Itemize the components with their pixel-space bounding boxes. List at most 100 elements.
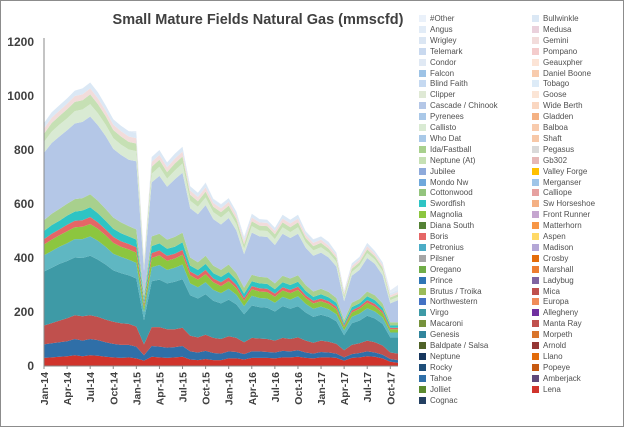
legend-label: Cognac [430, 395, 458, 405]
legend-label: Pilsner [430, 253, 455, 263]
legend-label: Marshall [543, 264, 574, 274]
legend-label: Neptune [430, 351, 461, 361]
legend-swatch [532, 167, 539, 175]
legend-swatch [419, 211, 426, 219]
y-tick-label: 600 [14, 197, 34, 211]
legend-label: Macaroni [430, 319, 463, 329]
legend-label: Brutus / Troika [430, 286, 482, 296]
plot-areas [44, 82, 398, 366]
legend-swatch [419, 374, 426, 382]
legend-swatch [419, 47, 426, 55]
x-tick-label: Jul-15 [178, 372, 190, 403]
legend-label: Genesis [430, 330, 460, 340]
legend-label: Falcon [430, 68, 455, 78]
legend-swatch [419, 363, 426, 371]
legend-label: Pegasus [543, 144, 575, 154]
legend-label: Bullwinkle [543, 14, 579, 23]
legend-label: Angus [430, 24, 453, 34]
legend-swatch [532, 363, 539, 371]
legend-label: Tahoe [430, 373, 452, 383]
legend-swatch [532, 58, 539, 66]
legend-swatch [532, 145, 539, 153]
legend-swatch [532, 178, 539, 186]
legend-swatch [419, 189, 426, 197]
legend-swatch [532, 124, 539, 131]
legend-label: Amberjack [543, 373, 581, 383]
legend-swatch [532, 211, 539, 219]
legend-label: Rocky [430, 362, 453, 372]
legend-label: Merganser [543, 177, 582, 187]
legend-label: Madison [543, 242, 574, 252]
x-tick-label: Apr-16 [247, 372, 259, 405]
legend-swatch [532, 243, 539, 251]
legend-label: Morpeth [543, 330, 573, 340]
legend-swatch [532, 342, 539, 349]
legend-swatch [532, 331, 539, 339]
legend-swatch [419, 58, 426, 66]
legend-label: Baldpate / Salsa [430, 341, 489, 350]
area-series-neptune-at- [44, 94, 398, 301]
legend-swatch [419, 385, 426, 393]
x-tick-label: Jan-15 [131, 372, 143, 405]
legend-swatch [419, 396, 426, 404]
legend-swatch [419, 156, 426, 164]
legend-swatch [532, 276, 539, 284]
area-series-gemini [44, 88, 398, 298]
legend-swatch [532, 298, 539, 306]
legend-swatch [532, 91, 539, 99]
legend-swatch [419, 113, 426, 121]
legend-label: Callisto [430, 123, 457, 132]
y-tick-label: 1200 [7, 35, 34, 49]
legend-label: Northwestern [430, 297, 478, 307]
legend-label: Front Runner [543, 210, 591, 220]
axes [43, 38, 398, 367]
legend-swatch [419, 287, 426, 295]
x-tick-label: Oct-16 [293, 372, 305, 405]
legend-label: Sw Horseshoe [543, 199, 596, 209]
legend-swatch [419, 102, 426, 110]
legend-label: Llano [543, 351, 563, 361]
legend-swatch [532, 15, 539, 22]
legend-swatch [532, 156, 539, 164]
legend-label: #Other [430, 14, 455, 23]
legend-swatch [419, 342, 426, 349]
x-tick-label: Apr-14 [62, 372, 74, 405]
legend-label: Arnold [543, 341, 567, 350]
legend-swatch [419, 352, 426, 360]
legend-label: Swordfish [430, 199, 466, 209]
legend-swatch [532, 36, 539, 44]
area-series-tahoe [44, 339, 398, 363]
legend-label: Medusa [543, 24, 572, 34]
legend-swatch [532, 352, 539, 360]
legend-label: Virgo [430, 308, 449, 318]
legend-swatch [419, 320, 426, 328]
legend-label: Wrigley [430, 35, 457, 45]
legend-label: Mondo Nw [430, 177, 469, 187]
legend-swatch [532, 134, 539, 142]
legend-label: Ida/Fastball [430, 144, 472, 154]
legend-label: Telemark [430, 46, 463, 56]
legend-label: Boris [430, 232, 449, 241]
legend-swatch [419, 331, 426, 339]
area-series-virgo [44, 255, 398, 354]
legend-label: Lena [543, 384, 561, 394]
legend-label: Who Dat [430, 133, 462, 143]
area-series-callisto [44, 104, 398, 304]
legend-label: Clipper [430, 90, 456, 100]
legend-label: Mica [543, 286, 560, 296]
x-tick-label: Jan-14 [39, 372, 51, 405]
legend-label: Geauxpher [543, 57, 583, 67]
area-series-cascade-chinook [44, 116, 398, 323]
legend-swatch [532, 69, 539, 77]
legend-swatch [419, 91, 426, 99]
legend-label: Balboa [543, 123, 568, 132]
legend-label: Cottonwood [430, 188, 473, 198]
legend-label: Jubilee [430, 166, 456, 176]
legend-swatch [419, 265, 426, 273]
legend-swatch [419, 167, 426, 175]
legend-swatch [419, 222, 426, 230]
legend-label: Neptune (At) [430, 155, 476, 165]
legend-label: Jolliet [430, 384, 451, 394]
legend-label: Allegheny [543, 308, 579, 318]
